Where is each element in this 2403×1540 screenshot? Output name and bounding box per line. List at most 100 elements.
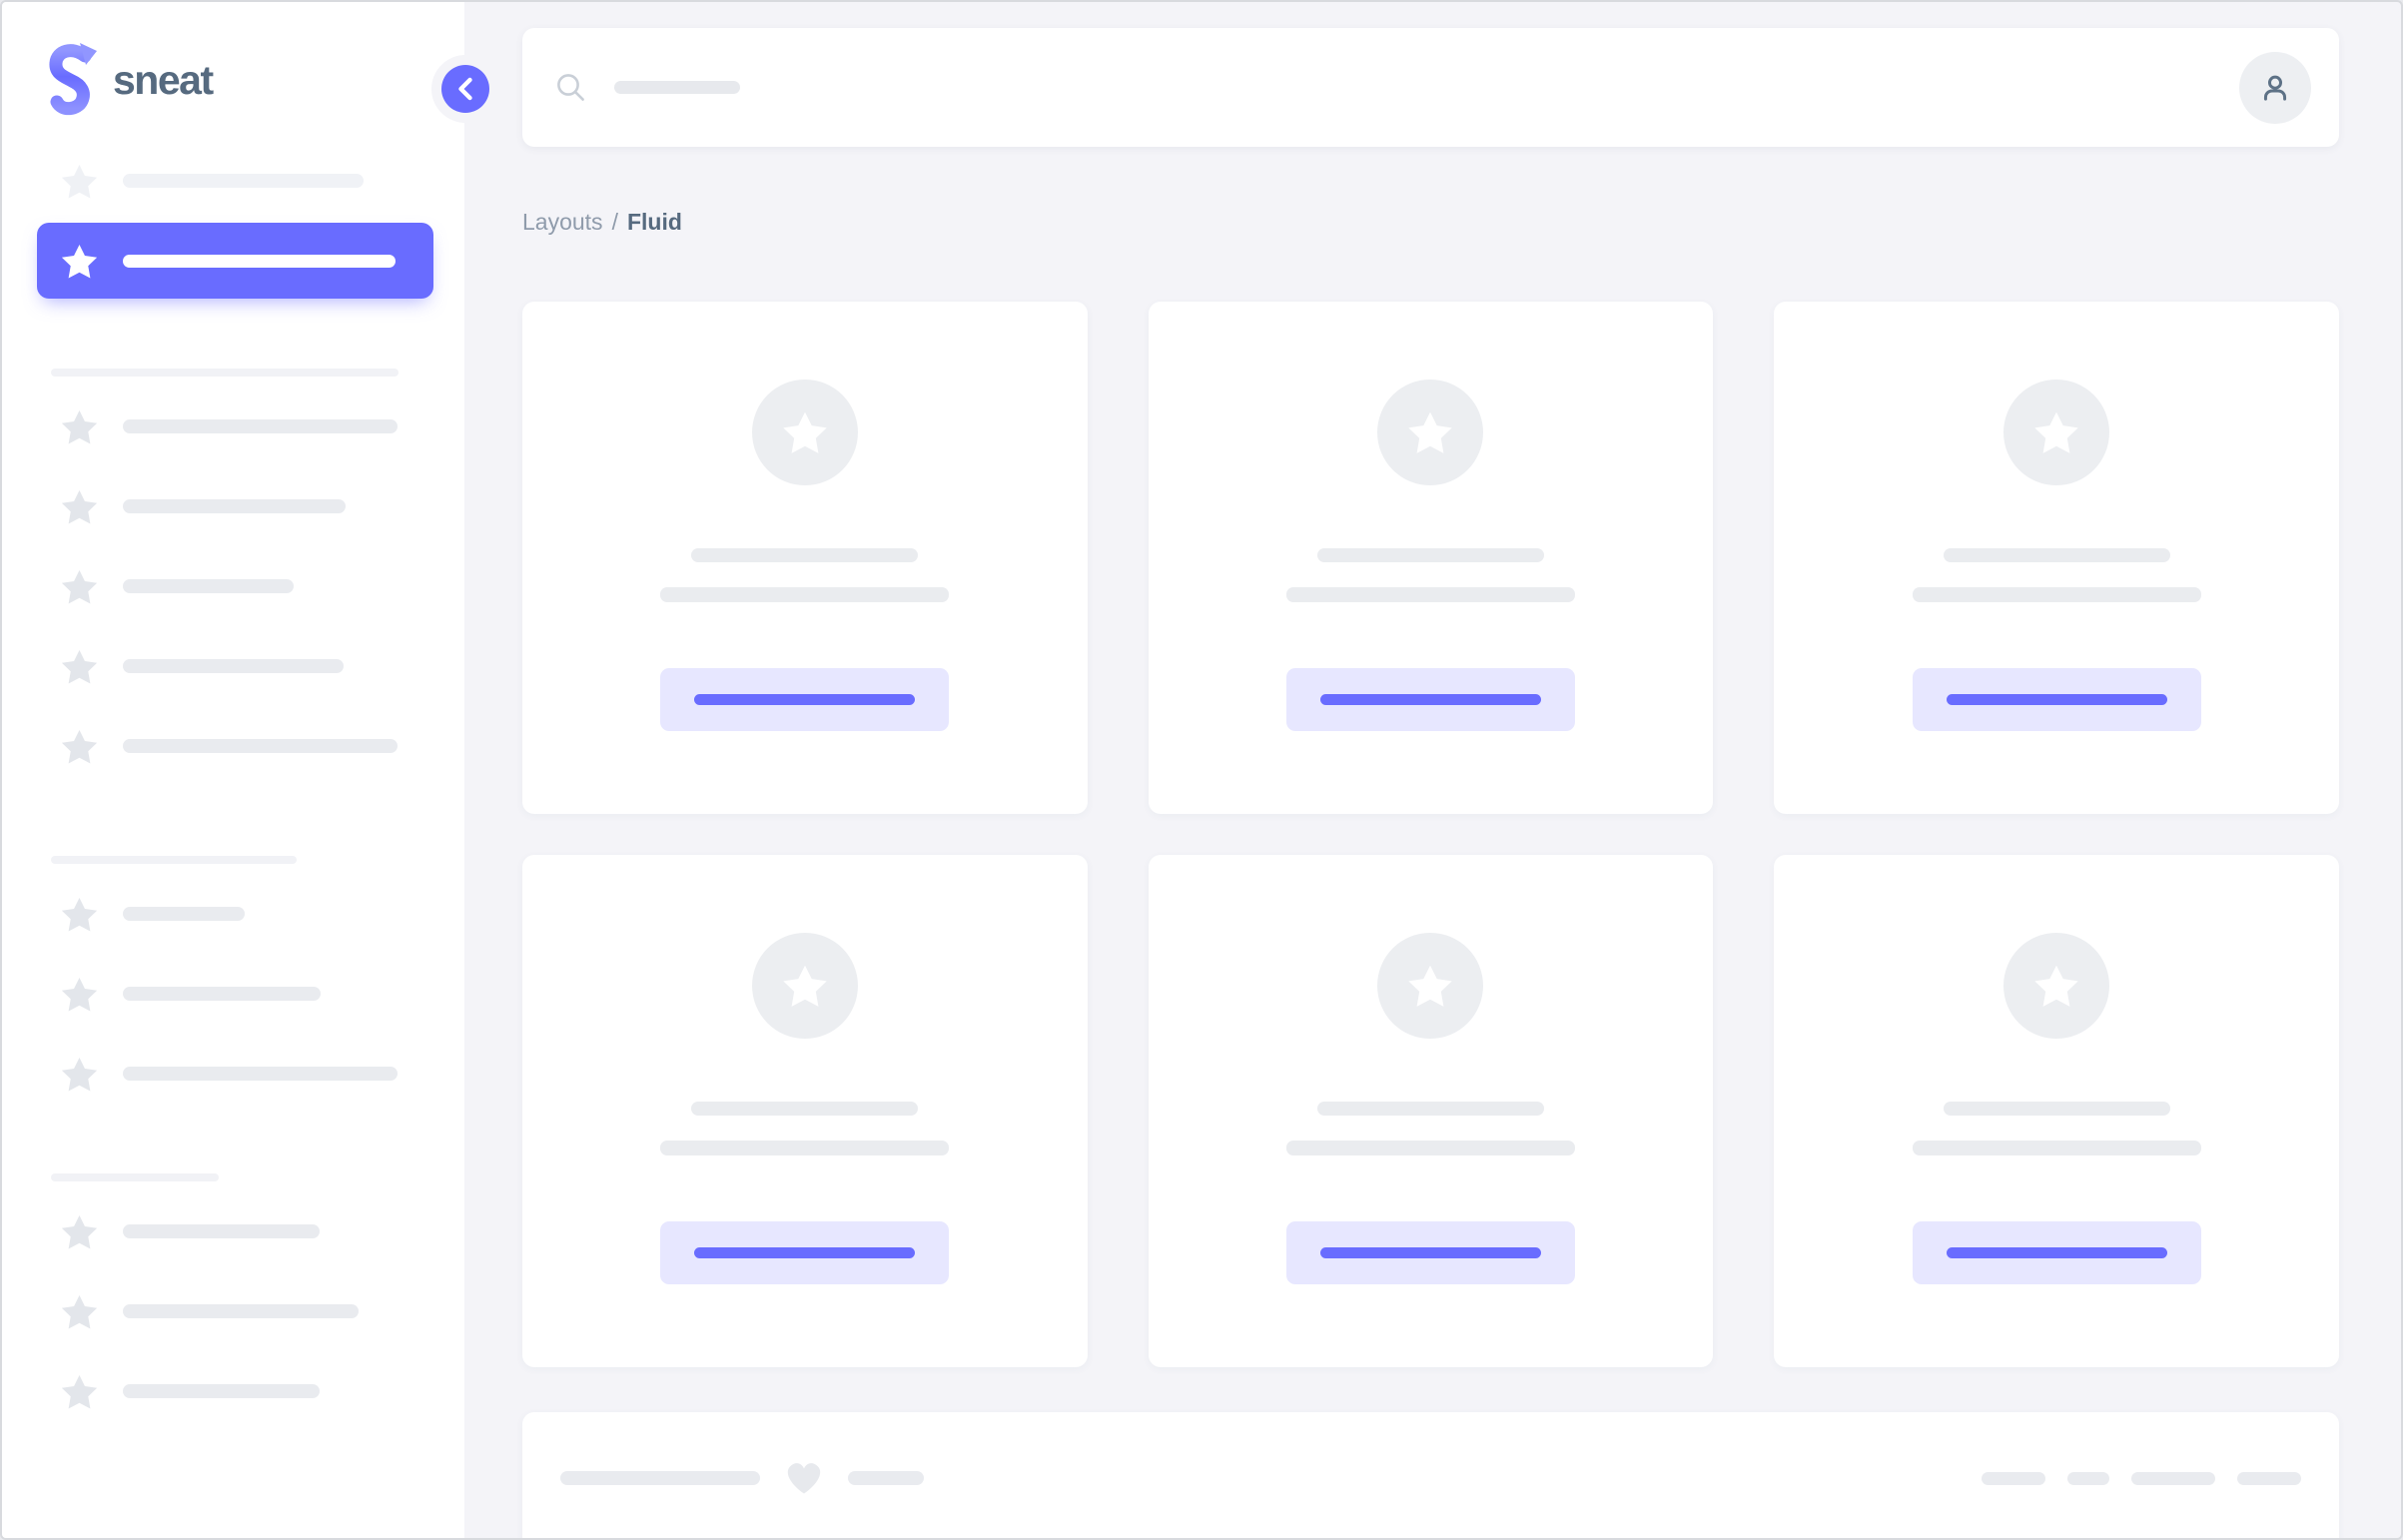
- chevron-left-icon: [458, 77, 472, 101]
- sidebar-menu-item[interactable]: [2, 1191, 433, 1271]
- section-header-skeleton: [51, 369, 399, 377]
- card-subtitle-skeleton: [1285, 587, 1575, 602]
- card-title-skeleton: [1316, 1102, 1544, 1116]
- sidebar-menu-item[interactable]: [2, 466, 433, 546]
- pagination-skeleton-bar: [2237, 1471, 2301, 1485]
- footer-card: [522, 1412, 2339, 1538]
- card-avatar: [1377, 933, 1484, 1039]
- card-subtitle-skeleton: [1912, 1141, 2201, 1155]
- breadcrumb: Layouts / Fluid: [522, 209, 2339, 236]
- page-title: Fluid: [626, 209, 682, 235]
- section-header-skeleton: [51, 1173, 219, 1181]
- breadcrumb-separator: /: [611, 209, 618, 235]
- star-icon: [61, 409, 98, 443]
- card-avatar: [1377, 380, 1484, 485]
- breadcrumb-layouts-link[interactable]: Layouts: [522, 209, 603, 235]
- app-title: sneat: [113, 56, 214, 103]
- content-card: [1774, 855, 2339, 1367]
- card-button[interactable]: [660, 1221, 950, 1284]
- star-icon: [61, 244, 98, 278]
- menu-label-skeleton: [123, 739, 398, 753]
- menu-label-skeleton: [123, 174, 364, 188]
- section-header-skeleton: [51, 856, 297, 864]
- star-icon: [783, 965, 827, 1007]
- sidebar-menu-item[interactable]: [2, 1034, 433, 1114]
- sidebar-menu: [2, 141, 464, 1431]
- star-icon: [61, 649, 98, 683]
- sidebar-menu-item[interactable]: [2, 954, 433, 1034]
- sidebar-section: [2, 1173, 464, 1431]
- footer-row: [560, 1460, 2301, 1496]
- sidebar-menu-item[interactable]: [2, 386, 433, 466]
- magnifier-icon: [557, 74, 584, 101]
- card-button[interactable]: [1912, 1221, 2201, 1284]
- card-button[interactable]: [1912, 668, 2201, 731]
- card-button-label-skeleton: [1946, 1247, 2167, 1258]
- star-icon: [61, 897, 98, 931]
- card-subtitle-skeleton: [660, 587, 950, 602]
- card-title-skeleton: [691, 1102, 919, 1116]
- card-button-label-skeleton: [1319, 1247, 1541, 1258]
- sidebar-section: [2, 856, 464, 1114]
- content-card: [522, 302, 1088, 814]
- card-button[interactable]: [1285, 1221, 1575, 1284]
- star-icon: [2034, 411, 2078, 453]
- person-icon: [2263, 75, 2287, 101]
- main-content: Layouts / Fluid: [464, 2, 2401, 1538]
- card-button-label-skeleton: [694, 1247, 916, 1258]
- card-subtitle-skeleton: [1912, 587, 2201, 602]
- content-card: [1774, 302, 2339, 814]
- global-search-input[interactable]: [555, 28, 2239, 147]
- card-title-skeleton: [1943, 548, 2170, 562]
- star-icon: [61, 1057, 98, 1091]
- star-icon: [61, 729, 98, 763]
- content-card: [1148, 855, 1714, 1367]
- star-icon: [61, 1214, 98, 1248]
- menu-label-skeleton: [123, 987, 321, 1001]
- sidebar-menu-item[interactable]: [2, 874, 433, 954]
- star-icon: [61, 489, 98, 523]
- footer-pagination: [1982, 1471, 2301, 1485]
- card-button-label-skeleton: [694, 694, 916, 705]
- sidebar-section: [2, 369, 464, 786]
- pagination-skeleton-bar: [1982, 1471, 2045, 1485]
- content-card: [1148, 302, 1714, 814]
- sidebar-menu-item[interactable]: [2, 141, 433, 221]
- card-avatar: [2003, 380, 2110, 485]
- footer-left-skeleton: [560, 1471, 760, 1485]
- star-icon: [61, 1294, 98, 1328]
- card-avatar: [2003, 933, 2110, 1039]
- star-icon: [1408, 965, 1453, 1007]
- sidebar-menu-item-active[interactable]: [37, 223, 433, 299]
- user-avatar-button[interactable]: [2239, 51, 2311, 124]
- card-button-label-skeleton: [1319, 694, 1541, 705]
- star-icon: [61, 164, 98, 198]
- card-button-label-skeleton: [1946, 694, 2167, 705]
- card-grid: [522, 302, 2339, 1367]
- sidebar: sneat: [2, 2, 464, 1538]
- menu-label-skeleton: [123, 1067, 398, 1081]
- star-icon: [61, 569, 98, 603]
- menu-label-skeleton: [123, 1224, 320, 1238]
- sidebar-collapse-button[interactable]: [441, 65, 489, 113]
- sidebar-menu-item[interactable]: [2, 1271, 433, 1351]
- card-button[interactable]: [660, 668, 950, 731]
- card-subtitle-skeleton: [1285, 1141, 1575, 1155]
- star-icon: [2034, 965, 2078, 1007]
- sidebar-menu-item[interactable]: [2, 706, 433, 786]
- sidebar-menu-item[interactable]: [2, 546, 433, 626]
- content-card: [522, 855, 1088, 1367]
- sidebar-menu-item[interactable]: [2, 1351, 433, 1431]
- menu-label-skeleton: [123, 1384, 320, 1398]
- star-icon: [61, 1374, 98, 1408]
- menu-label-skeleton: [123, 1304, 359, 1318]
- card-avatar: [751, 380, 858, 485]
- menu-label-skeleton: [123, 254, 396, 268]
- topbar: [522, 28, 2339, 147]
- sidebar-menu-item[interactable]: [2, 626, 433, 706]
- star-icon: [783, 411, 827, 453]
- menu-label-skeleton: [123, 579, 294, 593]
- app-logo: sneat: [48, 42, 214, 118]
- card-button[interactable]: [1285, 668, 1575, 731]
